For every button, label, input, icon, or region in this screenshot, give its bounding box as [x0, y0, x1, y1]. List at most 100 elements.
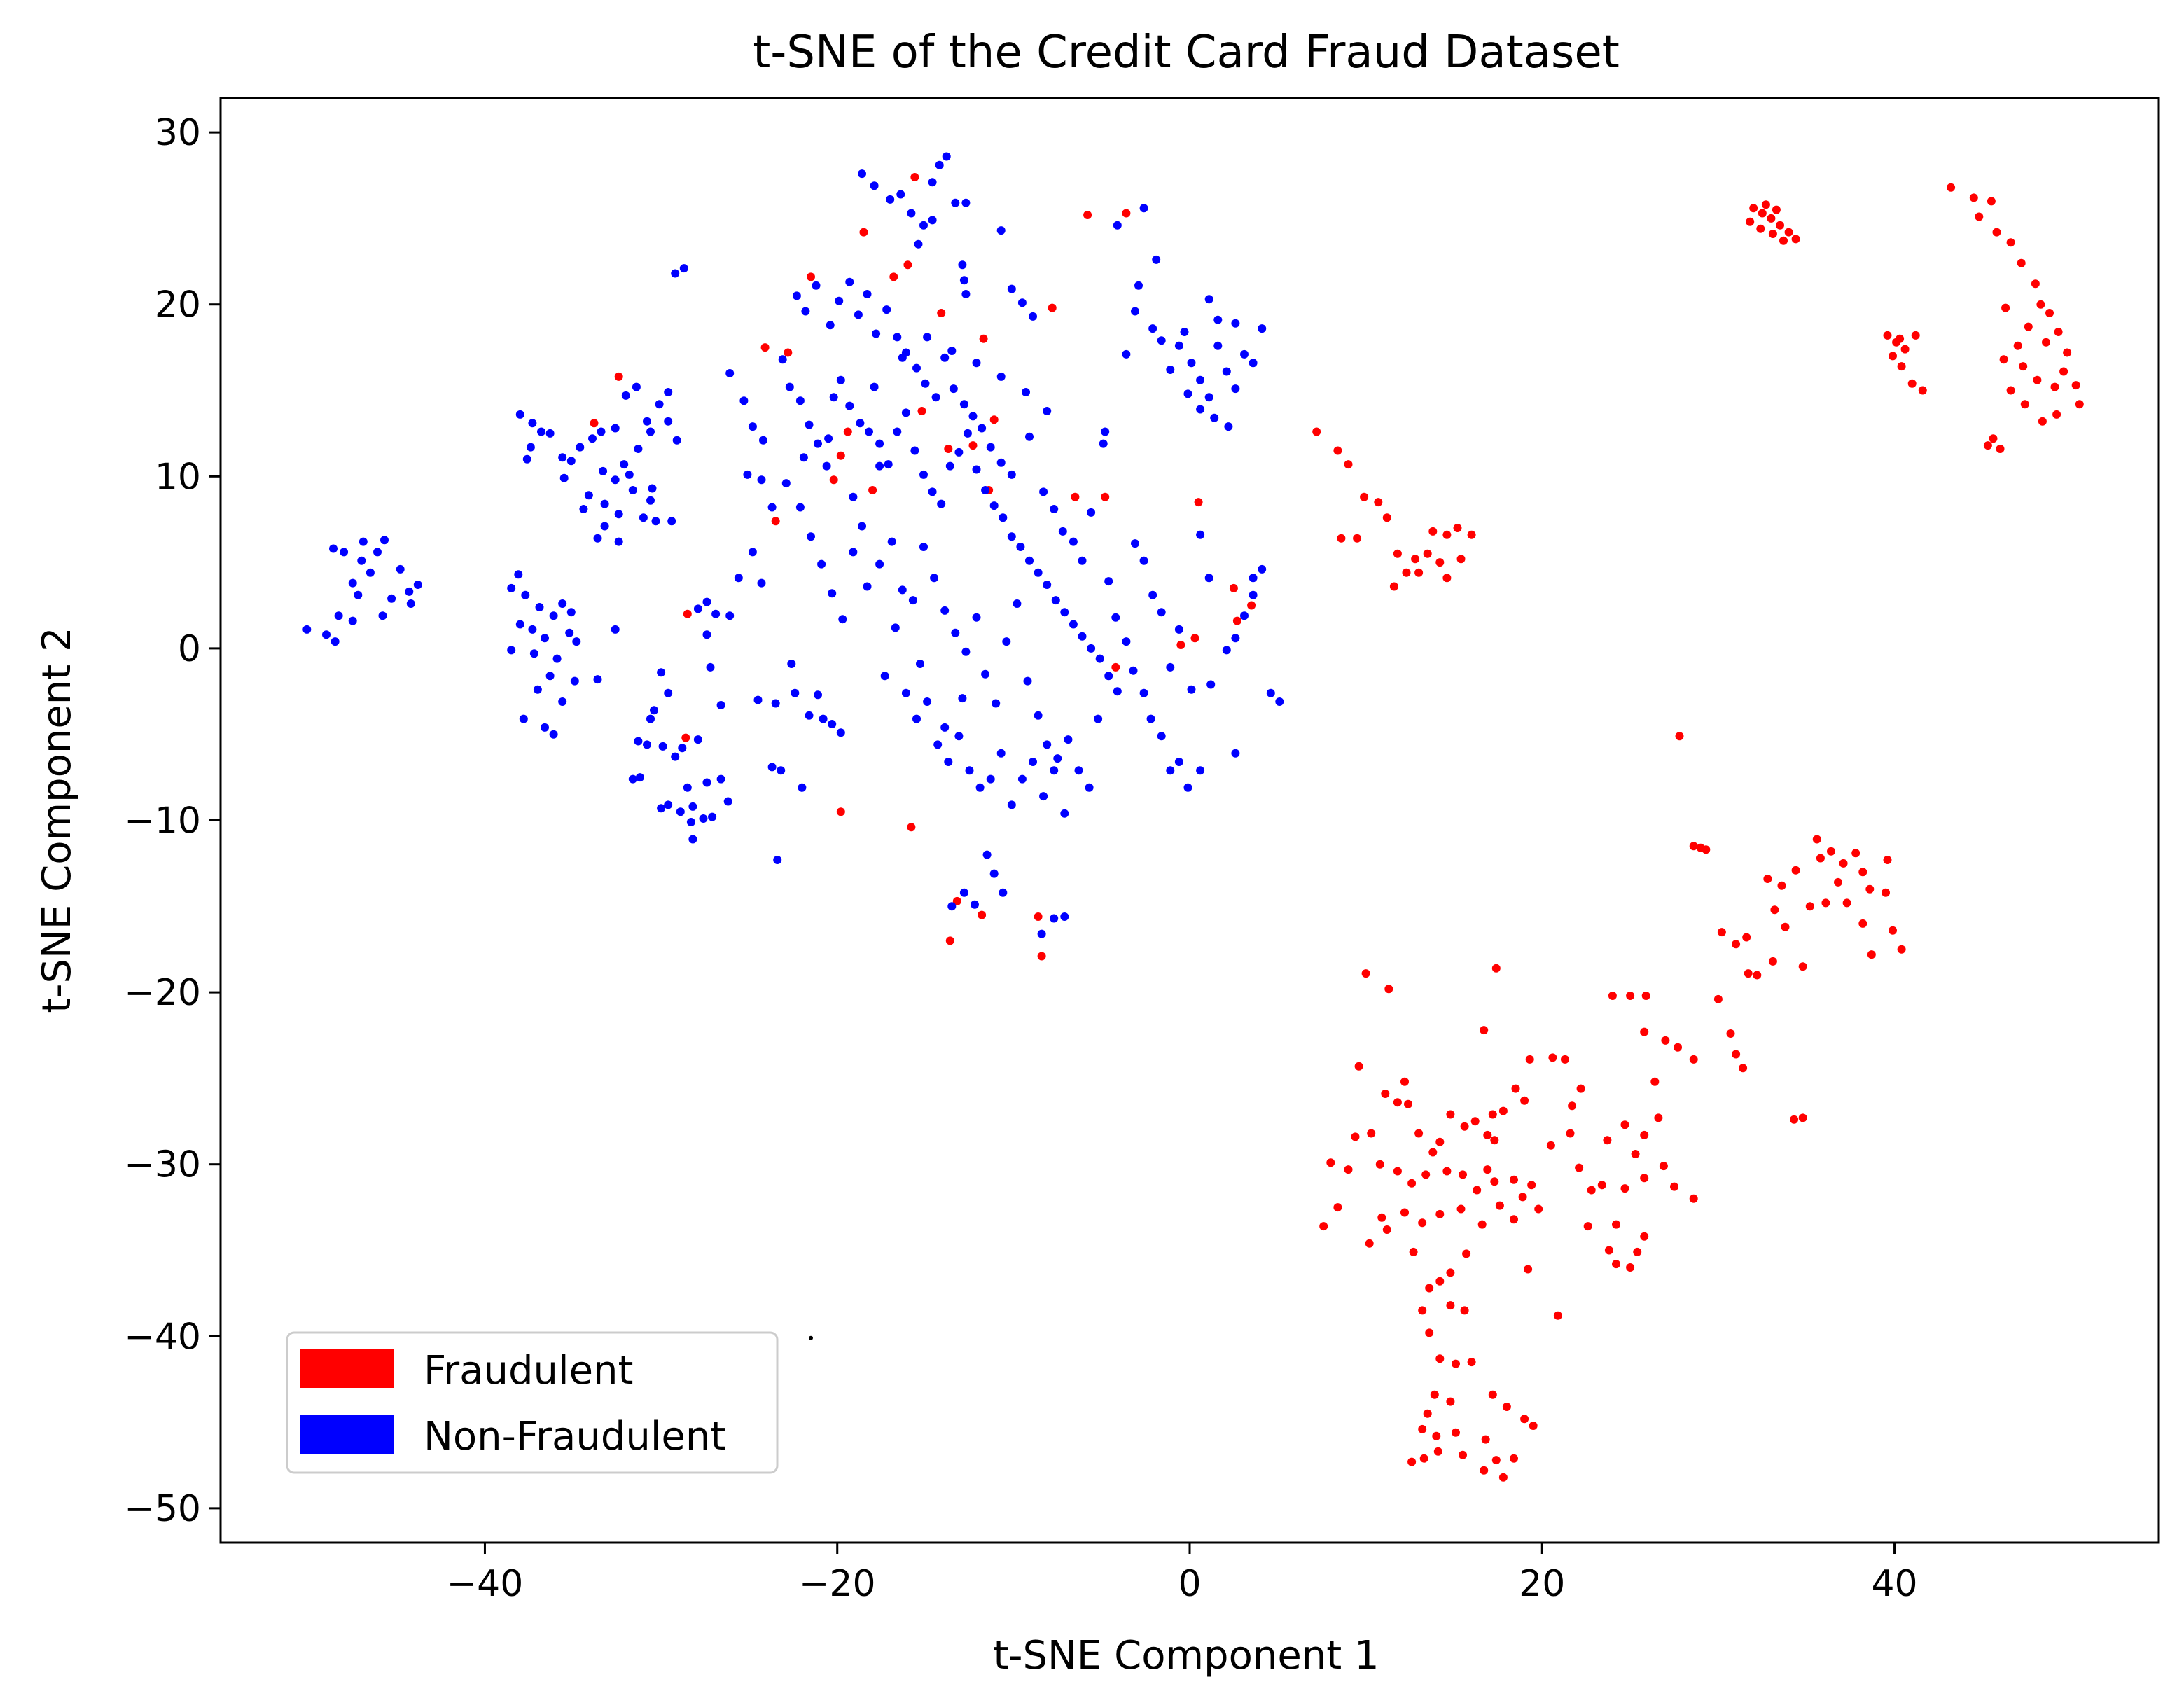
- point-non-fraudulent: [767, 763, 777, 772]
- point-non-fraudulent: [963, 429, 972, 438]
- point-non-fraudulent: [672, 436, 681, 445]
- point-fraudulent: [1418, 1306, 1427, 1315]
- point-fraudulent: [1430, 1390, 1439, 1399]
- point-non-fraudulent: [1074, 766, 1083, 775]
- point-fraudulent: [1409, 1247, 1418, 1256]
- point-fraudulent: [1404, 1099, 1412, 1108]
- point-non-fraudulent: [519, 714, 528, 723]
- point-non-fraudulent: [1069, 620, 1078, 629]
- point-fraudulent: [1640, 1130, 1649, 1139]
- point-non-fraudulent: [541, 634, 549, 643]
- point-fraudulent: [1975, 212, 1984, 221]
- point-non-fraudulent: [514, 570, 523, 579]
- point-fraudulent: [1333, 1203, 1342, 1212]
- point-fraudulent: [1587, 1186, 1596, 1195]
- point-non-fraudulent: [1025, 556, 1034, 565]
- point-fraudulent: [1525, 1055, 1534, 1064]
- point-fraudulent: [1897, 945, 1906, 954]
- point-non-fraudulent: [792, 291, 801, 300]
- point-non-fraudulent: [579, 505, 588, 513]
- point-fraudulent: [1763, 875, 1772, 883]
- point-fraudulent: [1483, 1130, 1492, 1139]
- point-fraudulent: [1488, 1390, 1497, 1399]
- point-fraudulent: [1626, 1263, 1635, 1272]
- point-fraudulent: [1190, 634, 1199, 643]
- point-non-fraudulent: [702, 778, 711, 787]
- point-fraudulent: [2052, 410, 2061, 419]
- point-fraudulent: [1889, 352, 1897, 361]
- point-non-fraudulent: [1113, 687, 1122, 696]
- point-fraudulent: [1344, 460, 1353, 469]
- point-non-fraudulent: [664, 388, 673, 396]
- point-non-fraudulent: [785, 382, 794, 391]
- point-non-fraudulent: [1166, 766, 1175, 775]
- point-non-fraudulent: [992, 699, 1001, 708]
- point-non-fraudulent: [942, 152, 951, 161]
- point-fraudulent: [1407, 1179, 1417, 1188]
- point-fraudulent: [1603, 1136, 1612, 1145]
- point-fraudulent: [2013, 341, 2022, 350]
- point-non-fraudulent: [999, 888, 1008, 897]
- point-non-fraudulent: [767, 503, 777, 512]
- point-fraudulent: [2006, 386, 2015, 395]
- point-fraudulent: [1381, 1090, 1390, 1098]
- point-non-fraudulent: [898, 353, 907, 362]
- point-fraudulent: [1626, 992, 1635, 1000]
- legend-swatch-fraudulent: [300, 1349, 394, 1388]
- point-non-fraudulent: [632, 382, 641, 391]
- point-fraudulent: [1428, 527, 1438, 536]
- point-non-fraudulent: [566, 608, 576, 617]
- data-points: [302, 152, 2084, 1482]
- x-tick-label: −40: [447, 1563, 524, 1605]
- point-non-fraudulent: [593, 534, 602, 543]
- point-fraudulent: [1907, 379, 1917, 388]
- point-non-fraudulent: [812, 281, 821, 290]
- point-fraudulent: [2059, 367, 2068, 376]
- point-non-fraudulent: [801, 307, 810, 316]
- x-tick-label: 0: [1178, 1563, 1201, 1605]
- point-non-fraudulent: [535, 603, 544, 611]
- point-non-fraudulent: [1104, 672, 1113, 681]
- point-non-fraudulent: [928, 216, 937, 225]
- point-non-fraudulent: [611, 424, 620, 433]
- point-non-fraudulent: [600, 499, 609, 508]
- point-non-fraudulent: [1064, 735, 1073, 744]
- point-non-fraudulent: [1174, 758, 1183, 766]
- point-non-fraudulent: [1007, 800, 1016, 809]
- point-fraudulent: [1768, 230, 1777, 238]
- point-non-fraudulent: [807, 532, 815, 541]
- point-non-fraudulent: [1231, 749, 1240, 758]
- point-fraudulent: [1999, 355, 2008, 364]
- point-fraudulent: [1798, 962, 1807, 971]
- point-fraudulent: [868, 486, 877, 494]
- point-fraudulent: [1827, 847, 1835, 856]
- point-fraudulent: [1477, 1220, 1487, 1229]
- point-non-fraudulent: [836, 375, 845, 384]
- point-fraudulent: [843, 427, 852, 436]
- point-non-fraudulent: [773, 856, 782, 864]
- point-non-fraudulent: [865, 427, 873, 436]
- point-non-fraudulent: [1146, 714, 1155, 723]
- point-fraudulent: [1071, 492, 1080, 501]
- point-fraudulent: [2024, 322, 2033, 331]
- point-fraudulent: [1756, 224, 1765, 233]
- point-non-fraudulent: [521, 590, 530, 599]
- point-non-fraudulent: [845, 277, 854, 286]
- point-fraudulent: [1746, 217, 1755, 226]
- point-non-fraudulent: [1258, 564, 1267, 574]
- point-fraudulent: [1612, 1260, 1620, 1269]
- point-fraudulent: [1742, 933, 1751, 942]
- point-fraudulent: [1553, 1311, 1562, 1320]
- point-non-fraudulent: [302, 625, 312, 634]
- point-fraudulent: [2020, 400, 2029, 409]
- point-fraudulent: [1374, 498, 1383, 507]
- point-fraudulent: [2036, 300, 2045, 309]
- point-non-fraudulent: [805, 420, 814, 429]
- point-non-fraudulent: [863, 290, 872, 298]
- legend: Fraudulent Non-Fraudulent: [286, 1331, 779, 1474]
- point-fraudulent: [1425, 1284, 1434, 1293]
- point-non-fraudulent: [910, 446, 919, 455]
- point-non-fraudulent: [996, 372, 1006, 381]
- point-fraudulent: [1337, 534, 1346, 543]
- point-non-fraudulent: [529, 649, 538, 658]
